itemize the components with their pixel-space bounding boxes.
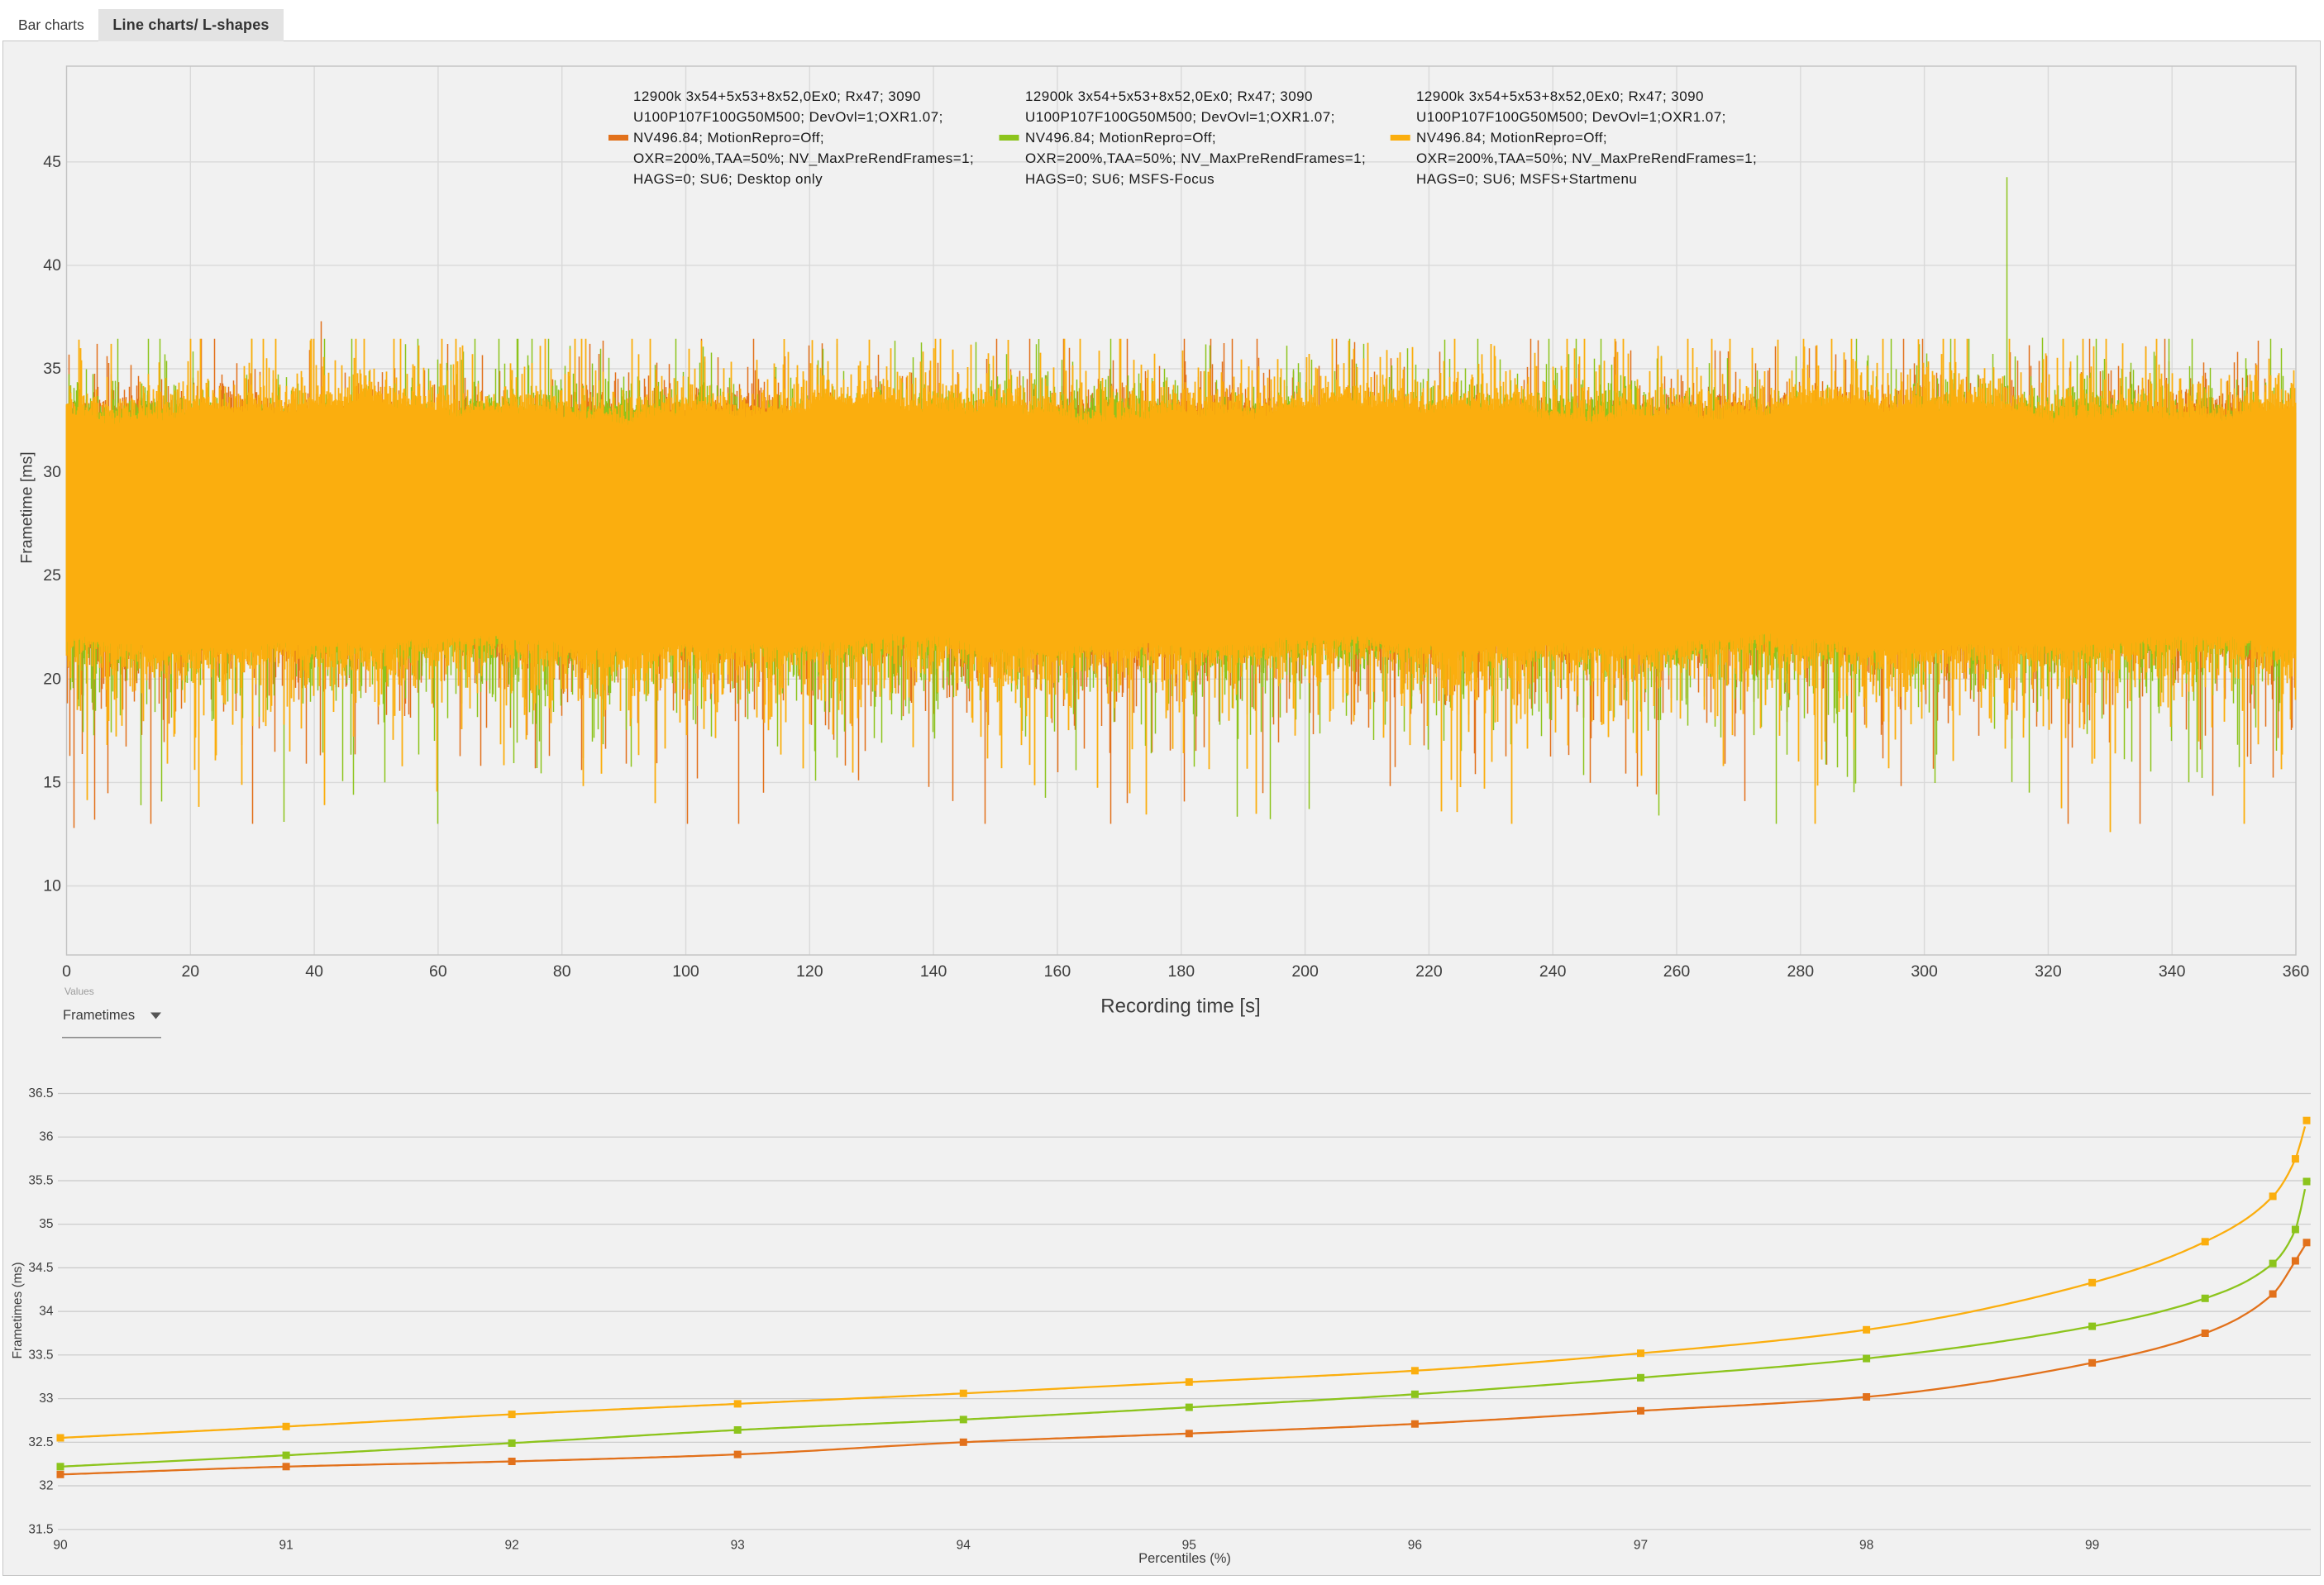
svg-text:100: 100 [672, 962, 699, 981]
svg-text:90: 90 [53, 1539, 68, 1553]
svg-text:Frametimes: Frametimes [63, 1008, 135, 1023]
svg-text:36.5: 36.5 [28, 1086, 53, 1100]
svg-text:94: 94 [957, 1539, 971, 1553]
svg-text:32: 32 [39, 1479, 53, 1493]
svg-text:92: 92 [504, 1539, 518, 1553]
svg-text:260: 260 [1663, 962, 1691, 981]
svg-text:360: 360 [2283, 962, 2310, 981]
svg-text:240: 240 [1539, 962, 1567, 981]
svg-text:33: 33 [39, 1392, 53, 1406]
svg-text:12900k 3x54+5x53+8x52,0Ex0; Rx: 12900k 3x54+5x53+8x52,0Ex0; Rx47; 3090 U1… [1416, 88, 1757, 187]
svg-text:35: 35 [43, 360, 61, 378]
svg-text:180: 180 [1168, 962, 1195, 981]
svg-text:45: 45 [43, 153, 61, 171]
svg-text:91: 91 [279, 1539, 293, 1553]
svg-text:34.5: 34.5 [28, 1261, 53, 1275]
svg-text:160: 160 [1044, 962, 1071, 981]
svg-text:40: 40 [43, 256, 61, 275]
svg-text:340: 340 [2159, 962, 2186, 981]
svg-text:99: 99 [2085, 1539, 2099, 1553]
svg-text:35.5: 35.5 [28, 1174, 53, 1188]
svg-text:80: 80 [553, 962, 571, 981]
svg-text:200: 200 [1291, 962, 1319, 981]
svg-text:31.5: 31.5 [28, 1522, 53, 1536]
svg-text:30: 30 [43, 463, 61, 481]
svg-text:93: 93 [731, 1539, 745, 1553]
svg-text:32.5: 32.5 [28, 1435, 53, 1449]
svg-text:220: 220 [1415, 962, 1443, 981]
svg-text:Values: Values [64, 986, 94, 997]
svg-text:95: 95 [1182, 1539, 1196, 1553]
svg-text:140: 140 [920, 962, 947, 981]
svg-text:120: 120 [796, 962, 823, 981]
svg-text:10: 10 [43, 877, 61, 895]
svg-text:33.5: 33.5 [28, 1348, 53, 1362]
svg-text:320: 320 [2035, 962, 2062, 981]
svg-text:0: 0 [62, 962, 71, 981]
svg-text:Percentiles (%): Percentiles (%) [1138, 1551, 1231, 1566]
svg-text:Recording time [s]: Recording time [s] [1100, 995, 1260, 1018]
svg-text:36: 36 [39, 1130, 53, 1144]
svg-text:40: 40 [305, 962, 323, 981]
svg-text:20: 20 [43, 670, 61, 688]
svg-text:280: 280 [1787, 962, 1815, 981]
svg-text:12900k 3x54+5x53+8x52,0Ex0; Rx: 12900k 3x54+5x53+8x52,0Ex0; Rx47; 3090 U1… [633, 88, 974, 187]
svg-text:25: 25 [43, 566, 61, 585]
svg-text:12900k 3x54+5x53+8x52,0Ex0; Rx: 12900k 3x54+5x53+8x52,0Ex0; Rx47; 3090 U1… [1025, 88, 1366, 187]
svg-text:34: 34 [39, 1305, 54, 1319]
svg-text:98: 98 [1859, 1539, 1873, 1553]
svg-text:60: 60 [429, 962, 447, 981]
svg-text:15: 15 [43, 773, 61, 791]
svg-text:35: 35 [39, 1217, 53, 1231]
svg-text:Frametime [ms]: Frametime [ms] [18, 451, 36, 563]
svg-text:20: 20 [181, 962, 199, 981]
svg-text:Frametimes (ms): Frametimes (ms) [11, 1262, 25, 1358]
svg-text:300: 300 [1911, 962, 1938, 981]
svg-text:97: 97 [1634, 1539, 1648, 1553]
svg-text:96: 96 [1408, 1539, 1422, 1553]
